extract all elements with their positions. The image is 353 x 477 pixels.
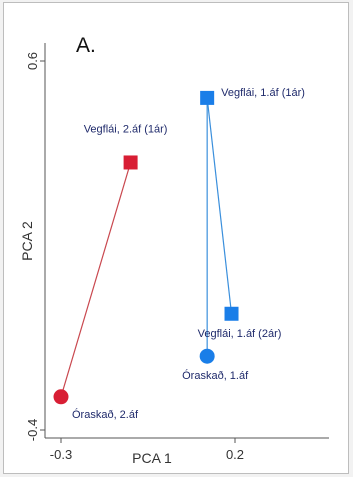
point-label-oraskad-1af: Óraskað, 1.áf xyxy=(182,369,249,382)
x-tick-label-0: -0.3 xyxy=(50,447,72,462)
y-tick-label-0: -0.4 xyxy=(25,419,40,441)
pca-scatter-plot: -0.3 0.2 -0.4 0.6 Vegflái, 2.áf (1ár) Óraska… xyxy=(19,34,329,466)
axis-ticks: -0.3 0.2 -0.4 0.6 xyxy=(25,52,244,462)
x-tick-label-1: 0.2 xyxy=(226,447,244,462)
point-labels: Vegflái, 2.áf (1ár) Óraskað, 2.áf Vegflái,… xyxy=(72,87,305,421)
chart-figure: -0.3 0.2 -0.4 0.6 Vegflái, 2.áf (1ár) Óraska… xyxy=(3,2,349,474)
connection-line-vegflai-1af-1ar-to-vegflai-1af-2ar xyxy=(206,97,233,314)
marker-vegflai-1af-1ar xyxy=(200,90,215,105)
y-tick-label-1: 0.6 xyxy=(25,52,40,70)
marker-vegflai-2af-1ar xyxy=(123,155,138,170)
panel-label: A. xyxy=(76,34,96,57)
y-axis-label: PCA 2 xyxy=(19,221,35,261)
connection-lines xyxy=(60,97,233,397)
marker-oraskad-2af xyxy=(53,389,69,405)
marker-vegflai-1af-2ar xyxy=(224,306,239,321)
point-label-oraskad-2af: Óraskað, 2.áf xyxy=(72,408,139,421)
point-label-vegflai-1af-1ar: Vegflái, 1.áf (1ár) xyxy=(221,87,305,99)
x-axis-label: PCA 1 xyxy=(132,450,172,466)
connection-line-oraskad-2af-to-vegflai-2af-1ar xyxy=(60,162,132,397)
point-label-vegflai-2af-1ar: Vegflái, 2.áf (1ár) xyxy=(84,123,168,135)
point-label-vegflai-1af-2ar: Vegflái, 1.áf (2ár) xyxy=(198,328,282,340)
data-markers xyxy=(53,90,239,405)
marker-oraskad-1af xyxy=(199,348,215,364)
